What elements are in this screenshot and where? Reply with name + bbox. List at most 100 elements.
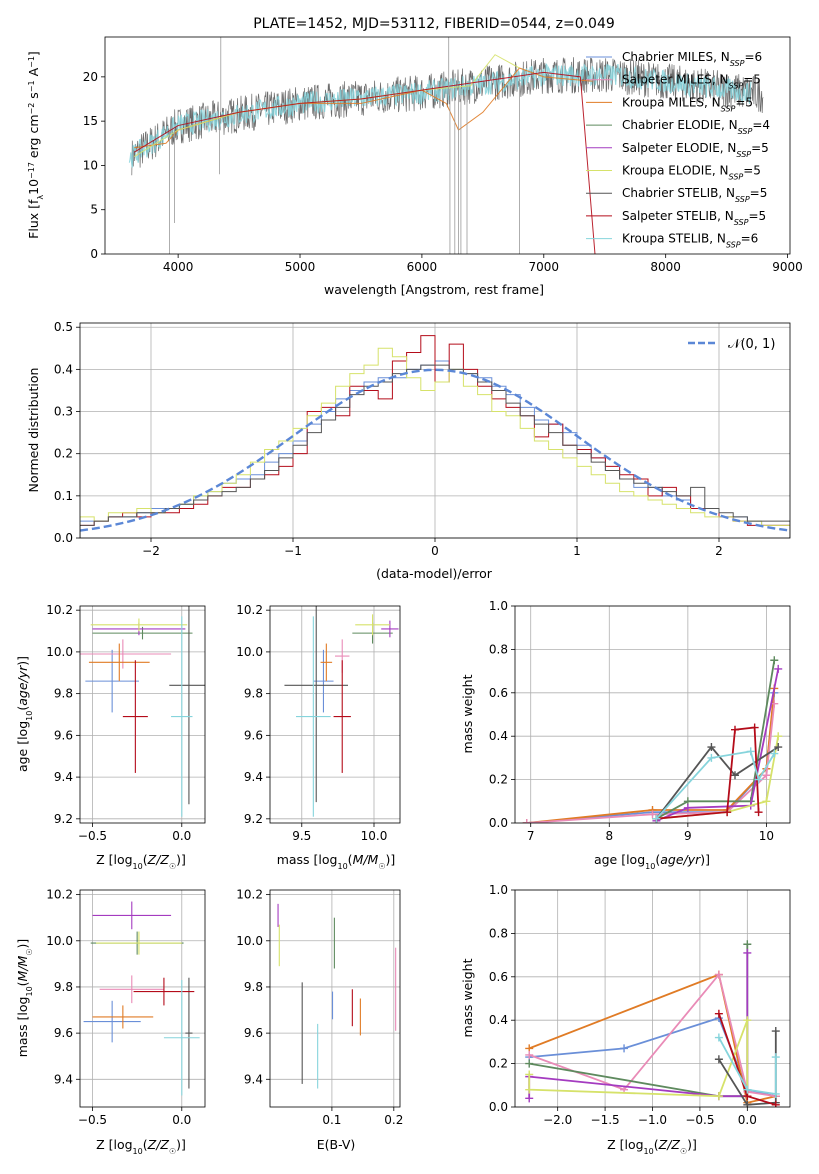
y-tick-label: 0.2 — [489, 773, 508, 787]
series-marker — [731, 771, 739, 780]
y-tick-label: 0.5 — [54, 320, 73, 334]
axes-spectrum: 4000 5000 6000 7000 8000 9000 0 5 10 15 20 — [83, 36, 803, 274]
series-marker — [714, 970, 723, 979]
y-axis-label: age [log10(age/yr)] — [15, 656, 34, 772]
x-tick-label: 0.2 — [384, 1113, 403, 1127]
y-tick-label: 0.8 — [489, 642, 508, 656]
series-marker — [743, 1085, 752, 1094]
series-marker — [750, 723, 759, 732]
plot-area — [525, 940, 780, 1107]
series-marker — [774, 743, 783, 752]
y-tick-label: 9.4 — [244, 770, 263, 784]
x-tick-label: −0.5 — [685, 1113, 714, 1127]
y-tick-label: 20 — [83, 70, 98, 84]
plot-area — [522, 656, 783, 823]
y-tick-label: 10.0 — [46, 934, 73, 948]
axes-frame — [104, 36, 791, 255]
x-tick-label: 10.0 — [361, 829, 388, 843]
y-tick-label: 10 — [83, 158, 98, 172]
y-tick-label: 9.4 — [244, 1072, 263, 1086]
series-marker — [762, 771, 771, 780]
series-marker — [648, 810, 657, 819]
series-marker — [771, 1089, 780, 1098]
plot-area — [80, 606, 205, 817]
axes-frame — [514, 605, 791, 824]
x-axis-label: Z [log10(Z/Z☉)] — [96, 852, 186, 871]
y-tick-label: 9.6 — [244, 728, 263, 742]
series-marker — [743, 1016, 752, 1025]
legend-entry: Salpeter MILES, NSSP=5 — [622, 73, 761, 91]
series-marker — [714, 1009, 723, 1018]
y-tick-label: 10.2 — [236, 888, 263, 902]
x-tick-label: 0.0 — [172, 829, 191, 843]
y-tick-label: 10.0 — [236, 645, 263, 659]
y-tick-label: 9.8 — [244, 980, 263, 994]
y-axis-label: mass [log10(M/M☉)] — [15, 939, 34, 1058]
series-line — [528, 952, 749, 1099]
y-tick-label: 10.2 — [236, 603, 263, 617]
legend-entry: Chabrier ELODIE, NSSP=4 — [622, 118, 770, 136]
y-tick-label: 9.4 — [54, 1072, 73, 1086]
x-axis-label: E(B-V) — [317, 1137, 356, 1152]
x-tick-label: −2 — [142, 544, 160, 558]
series-line — [526, 703, 776, 823]
x-tick-label: 7 — [527, 829, 535, 843]
x-tick-label: 0.0 — [172, 1113, 191, 1127]
legend-entry: Kroupa ELODIE, NSSP=5 — [622, 164, 761, 182]
x-tick-label: 4000 — [163, 260, 194, 274]
series-marker — [746, 747, 755, 756]
y-tick-label: 0.6 — [489, 686, 508, 700]
x-tick-label: 8000 — [650, 260, 681, 274]
y-tick-label: 1.0 — [489, 883, 508, 897]
series-marker — [525, 1085, 534, 1094]
series-marker — [731, 725, 739, 734]
x-axis-label: (data-model)/error — [376, 566, 493, 581]
model-spectrum — [133, 54, 520, 157]
y-tick-label: 10.0 — [46, 645, 73, 659]
x-axis-label: mass [log10(M/M☉)] — [277, 852, 396, 871]
series-marker — [743, 1100, 752, 1107]
plot-area — [80, 335, 790, 538]
y-tick-label: 10.0 — [236, 934, 263, 948]
legend-entry: Kroupa MILES, NSSP=5 — [622, 95, 753, 113]
x-tick-label: −1.5 — [591, 1113, 620, 1127]
series-marker — [714, 1092, 723, 1101]
x-tick-label: 0.0 — [738, 1113, 757, 1127]
series-marker — [743, 940, 752, 949]
x-tick-label: 6000 — [407, 260, 438, 274]
model-spectrum — [133, 71, 596, 254]
y-tick-label: 9.6 — [54, 728, 73, 742]
y-tick-label: 9.6 — [54, 1026, 73, 1040]
y-tick-label: 0.6 — [489, 970, 508, 984]
x-axis-label: Z [log10(Z/Z☉)] — [607, 1137, 697, 1156]
x-tick-label: 9000 — [772, 260, 803, 274]
y-axis-label: mass weight — [460, 958, 475, 1037]
axes-age-vs-Z: −0.5 0.0 9.2 9.4 9.6 9.8 10.0 10.2 — [46, 603, 206, 843]
series-marker — [683, 803, 692, 812]
series-line — [528, 973, 777, 1104]
series-marker — [770, 749, 779, 758]
y-tick-label: 10.2 — [46, 888, 73, 902]
y-tick-label: 1.0 — [489, 599, 508, 613]
x-tick-label: 10 — [759, 829, 774, 843]
x-axis-label: Z [log10(Z/Z☉)] — [96, 1137, 186, 1156]
legend-entry: Chabrier MILES, NSSP=6 — [622, 50, 762, 68]
series-marker — [723, 808, 732, 817]
x-tick-label: −0.5 — [78, 829, 107, 843]
x-axis-label: age [log10(age/yr)] — [594, 852, 710, 871]
axes-frame — [79, 889, 206, 1108]
x-tick-label: 9 — [684, 829, 692, 843]
series-marker — [774, 732, 783, 741]
axes-mass-vs-Z: −0.5 0.0 9.4 9.6 9.8 10.0 10.2 — [46, 888, 206, 1127]
axes-mass-vs-ebv: 0.1 0.2 9.4 9.6 9.8 10.0 10.2 — [236, 888, 403, 1127]
series-marker — [620, 1044, 629, 1053]
y-tick-label: 9.8 — [54, 980, 73, 994]
series-marker — [762, 797, 771, 806]
model-spectrum-kroupa-stelib — [128, 63, 752, 168]
series-marker — [714, 1055, 723, 1064]
legend-entry: Chabrier STELIB, NSSP=5 — [622, 186, 767, 204]
legend-entry: Kroupa STELIB, NSSP=6 — [622, 232, 758, 250]
y-tick-label: 0.0 — [54, 531, 73, 545]
series-marker — [652, 814, 661, 823]
axes-age-vs-mass: 9.5 10.0 9.2 9.4 9.6 9.8 10.0 10.2 — [236, 603, 401, 843]
